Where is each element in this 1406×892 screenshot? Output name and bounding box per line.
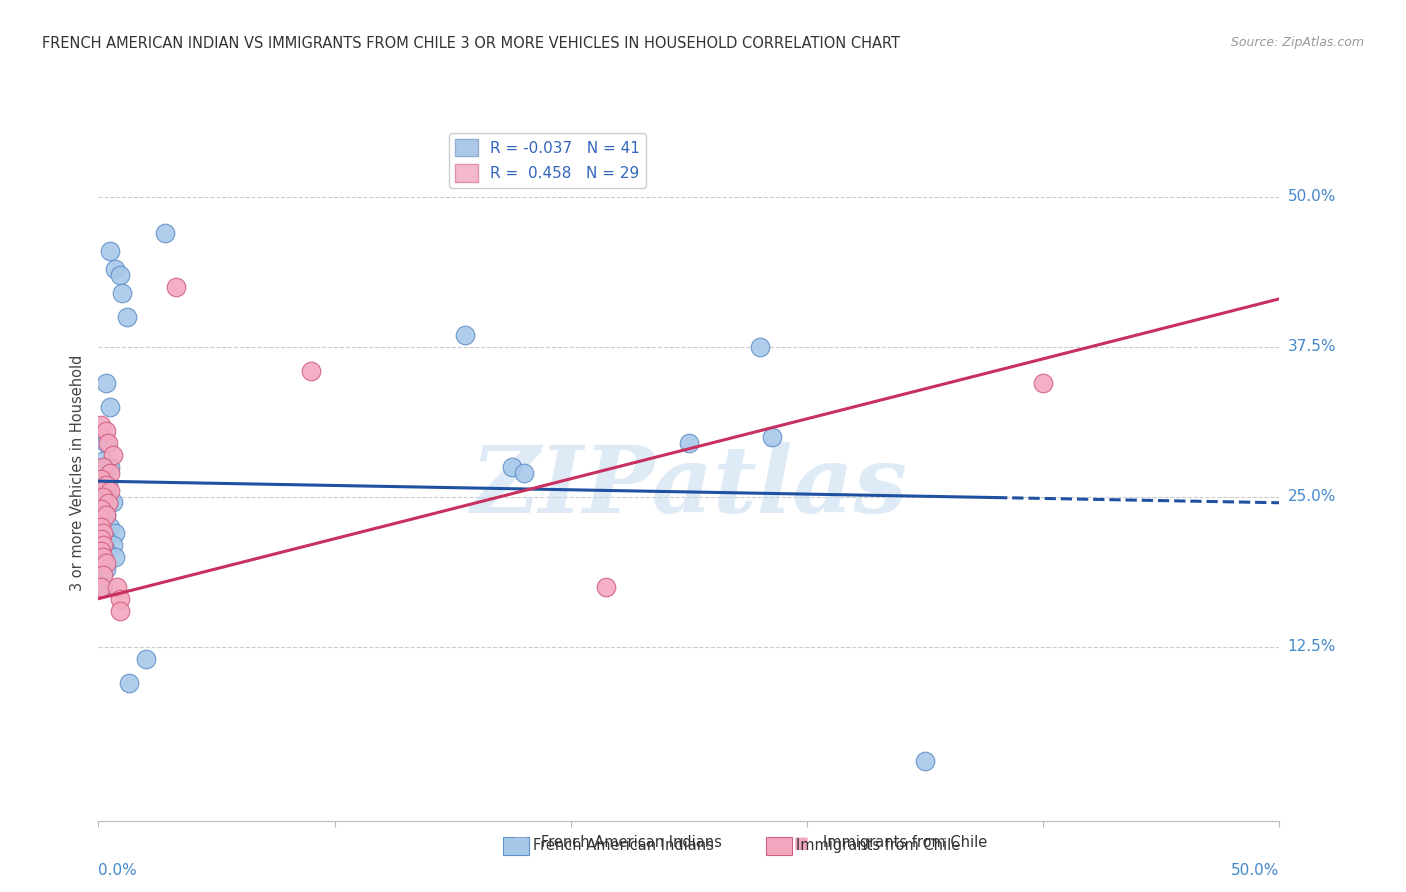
- Point: [453, 327, 475, 342]
- Text: ZIPatlas: ZIPatlas: [471, 442, 907, 532]
- Point: [90, 580, 112, 594]
- Point: [94, 556, 117, 570]
- Point: [97, 477, 120, 491]
- Point: [91, 454, 114, 468]
- Point: [104, 549, 127, 564]
- Point: [98, 400, 121, 414]
- Point: [98, 466, 121, 480]
- Text: Immigrants from Chile: Immigrants from Chile: [823, 836, 987, 850]
- Point: [91, 490, 114, 504]
- Text: 50.0%: 50.0%: [1232, 863, 1279, 878]
- Legend: R = -0.037   N = 41, R =  0.458   N = 29: R = -0.037 N = 41, R = 0.458 N = 29: [449, 133, 645, 187]
- Point: [135, 651, 157, 665]
- Point: [94, 477, 117, 491]
- Point: [98, 483, 121, 498]
- Point: [91, 580, 114, 594]
- Point: [98, 520, 121, 534]
- Point: [98, 459, 121, 474]
- Point: [90, 417, 112, 432]
- Point: [94, 532, 117, 546]
- Text: FRENCH AMERICAN INDIAN VS IMMIGRANTS FROM CHILE 3 OR MORE VEHICLES IN HOUSEHOLD : FRENCH AMERICAN INDIAN VS IMMIGRANTS FRO…: [42, 36, 900, 51]
- Point: [94, 508, 117, 522]
- Point: [94, 490, 117, 504]
- Text: Immigrants from Chile: Immigrants from Chile: [796, 838, 960, 853]
- Point: [90, 472, 112, 486]
- Point: [101, 494, 124, 508]
- Text: 0.0%: 0.0%: [98, 863, 138, 878]
- Text: 25.0%: 25.0%: [1288, 489, 1336, 504]
- Point: [90, 532, 112, 546]
- Point: [91, 538, 114, 552]
- Text: French American Indians: French American Indians: [533, 838, 714, 853]
- Point: [90, 483, 112, 498]
- Point: [104, 525, 127, 540]
- Point: [90, 520, 112, 534]
- Point: [108, 591, 131, 606]
- Point: [98, 493, 121, 508]
- Y-axis label: 3 or more Vehicles in Household: 3 or more Vehicles in Household: [70, 355, 86, 591]
- Point: [91, 567, 114, 582]
- Point: [91, 459, 114, 474]
- Point: [91, 525, 114, 540]
- Point: [98, 244, 121, 258]
- Point: [90, 472, 112, 486]
- Point: [91, 477, 114, 491]
- Text: 50.0%: 50.0%: [1288, 189, 1336, 204]
- Point: [1032, 376, 1054, 390]
- Point: [512, 466, 534, 480]
- Point: [678, 435, 700, 450]
- Point: [97, 492, 120, 507]
- Point: [94, 459, 117, 474]
- Point: [91, 490, 114, 504]
- Point: [111, 285, 134, 300]
- Point: [91, 501, 114, 516]
- Point: [118, 675, 141, 690]
- Point: [91, 483, 114, 498]
- Point: [91, 556, 114, 570]
- Point: [90, 501, 112, 516]
- Point: [90, 508, 112, 522]
- Point: [104, 261, 127, 276]
- Point: [914, 754, 936, 768]
- Point: [748, 340, 770, 354]
- Point: [153, 226, 176, 240]
- Point: [97, 496, 120, 510]
- Point: [101, 448, 124, 462]
- Point: [115, 310, 138, 324]
- Point: [101, 538, 124, 552]
- Point: [94, 508, 117, 522]
- Point: [501, 459, 523, 474]
- Point: [91, 549, 114, 564]
- Point: [97, 435, 120, 450]
- Point: [108, 268, 131, 282]
- Point: [299, 364, 322, 378]
- Point: [94, 483, 117, 498]
- Point: [94, 543, 117, 558]
- Point: [90, 430, 112, 444]
- Point: [105, 580, 128, 594]
- Point: [90, 543, 112, 558]
- Text: French American Indians: French American Indians: [541, 836, 723, 850]
- Point: [165, 280, 187, 294]
- Text: ▪: ▪: [512, 831, 529, 855]
- Text: 37.5%: 37.5%: [1288, 339, 1336, 354]
- Point: [94, 424, 117, 438]
- Text: 12.5%: 12.5%: [1288, 640, 1336, 654]
- Point: [94, 562, 117, 576]
- Point: [595, 580, 617, 594]
- Point: [90, 490, 112, 504]
- Text: ▪: ▪: [793, 831, 810, 855]
- Text: Source: ZipAtlas.com: Source: ZipAtlas.com: [1230, 36, 1364, 49]
- Point: [761, 430, 783, 444]
- Point: [90, 501, 112, 516]
- Point: [94, 435, 117, 450]
- Point: [94, 376, 117, 390]
- Point: [108, 604, 131, 618]
